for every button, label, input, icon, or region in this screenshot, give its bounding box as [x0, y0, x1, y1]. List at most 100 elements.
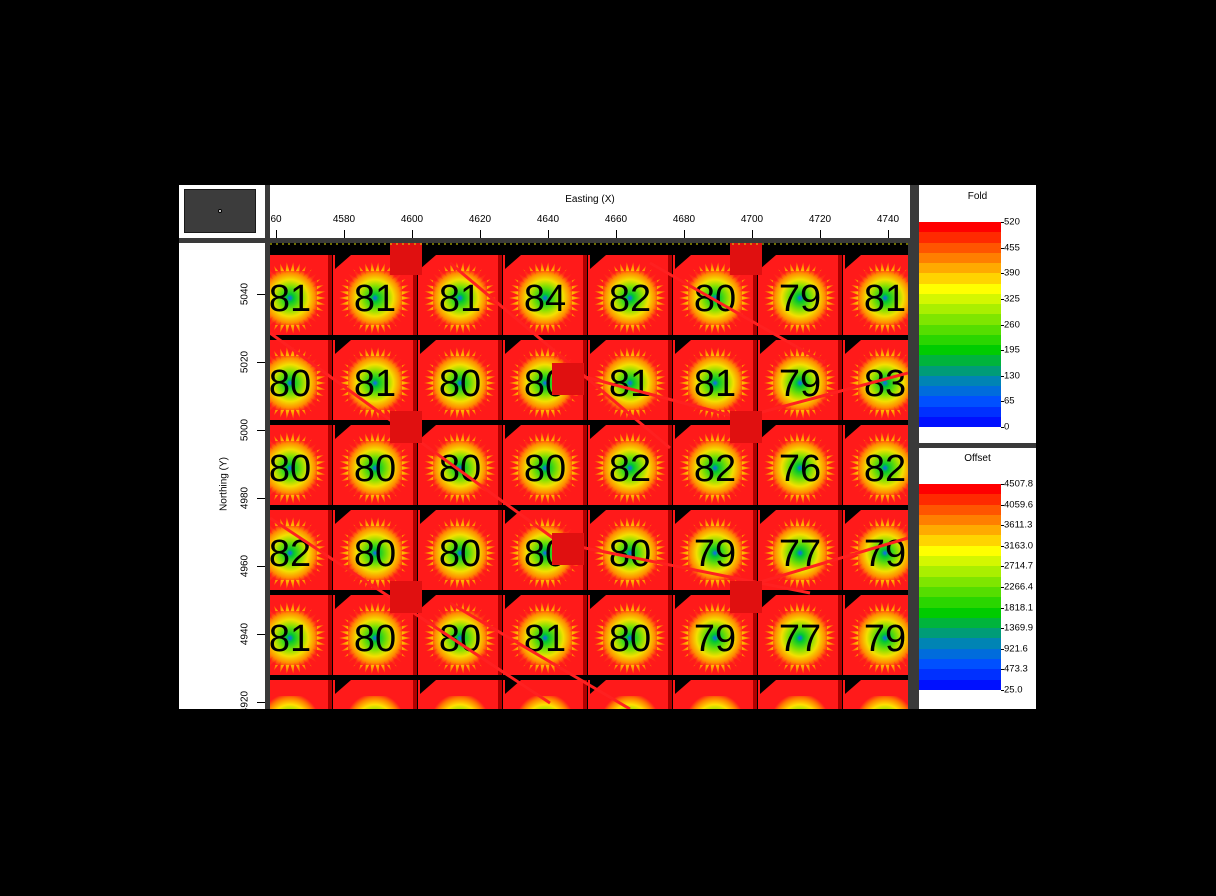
bin-shadow — [845, 510, 861, 524]
colorbar-segment — [919, 576, 1001, 587]
bin-fold-square — [433, 526, 487, 580]
legend-tick — [1001, 525, 1004, 527]
legend-value-label: 455 — [1004, 242, 1020, 254]
bin-fold-value: 81 — [270, 278, 311, 320]
fold-map-plot[interactable]: 81 81 81 84 82 80 79 81 80 81 80 80 81 81 79 83 80 80 80 80… — [270, 243, 908, 709]
bin-fold-square — [858, 611, 908, 665]
legend-tick — [1001, 375, 1004, 377]
easting-tick-label: 4740 — [876, 214, 900, 225]
easting-tick-mark — [820, 230, 821, 238]
overview-minimap[interactable] — [179, 185, 265, 238]
bin-fold-value: 82 — [270, 533, 311, 575]
bin-cell: 82 — [270, 517, 326, 589]
easting-tick-mark — [480, 230, 481, 238]
bin-cell: 80 — [339, 432, 411, 504]
colorbar-segment — [919, 375, 1001, 386]
offset-colorbar — [919, 484, 1001, 690]
colorbar-segment — [919, 638, 1001, 649]
bin-edge — [498, 680, 502, 709]
bin-edge — [668, 340, 672, 420]
bin-cell: 80 — [339, 517, 411, 589]
bin-edge — [753, 425, 757, 505]
bin-shadow — [590, 595, 606, 609]
northing-tick-mark — [257, 566, 265, 567]
legend-tick — [1001, 350, 1004, 352]
colorbar-segment — [919, 293, 1001, 304]
divider-vertical-left — [265, 185, 270, 709]
colorbar-segment — [919, 484, 1001, 495]
colorbar-segment — [919, 628, 1001, 639]
bin-fold-square-partial — [270, 696, 317, 709]
bin-fold-square-partial — [688, 696, 742, 709]
bin-cell: 80 — [424, 517, 496, 589]
northing-tick-label: 4980 — [239, 486, 251, 510]
colorbar-segment — [919, 679, 1001, 690]
colorbar-segment — [919, 242, 1001, 253]
divider-vertical-right — [908, 185, 919, 709]
bin-shadow — [845, 680, 861, 694]
easting-tick-mark — [344, 230, 345, 238]
northing-tick-label: 4940 — [239, 622, 251, 646]
bin-shadow — [335, 680, 351, 694]
bin-fold-value: 82 — [609, 448, 651, 490]
legend-value-label: 1818.1 — [1004, 602, 1034, 614]
fold-colorbar — [919, 222, 1001, 427]
colorbar-segment — [919, 494, 1001, 505]
bin-edge — [328, 680, 332, 709]
legend-value-label: 921.6 — [1004, 643, 1028, 655]
easting-tick-mark — [684, 230, 685, 238]
bin-fold-square — [773, 441, 827, 495]
receiver-marker — [390, 411, 422, 443]
colorbar-segment — [919, 514, 1001, 526]
northing-tick-mark — [257, 498, 265, 499]
bin-edge — [413, 595, 417, 675]
offset-legend: Offset 4507.8 4059.6 3611.3 3163.0 2714.7 226… — [919, 448, 1036, 709]
colorbar-segment — [919, 597, 1001, 608]
legend-tick — [1001, 669, 1004, 671]
legend-tick — [1001, 628, 1004, 630]
bin-fold-value: 79 — [779, 278, 821, 320]
northing-tick-label: 5040 — [239, 282, 251, 306]
legend-value-label: 325 — [1004, 293, 1020, 305]
bin-edge — [668, 510, 672, 590]
legend-tick — [1001, 484, 1004, 485]
bin-edge — [583, 425, 587, 505]
bin-cell: 79 — [679, 517, 751, 589]
colorbar-segment — [919, 263, 1001, 274]
bin-shadow — [335, 255, 351, 269]
source-line — [449, 261, 671, 450]
bin-shadow — [505, 595, 521, 609]
bin-fold-value: 80 — [354, 448, 396, 490]
bin-edge — [583, 255, 587, 335]
bin-fold-square — [433, 441, 487, 495]
easting-tick-label: 4580 — [332, 214, 356, 225]
easting-tick-label: 4700 — [740, 214, 764, 225]
minimap-frame[interactable] — [184, 189, 256, 233]
easting-tick-label: 4660 — [604, 214, 628, 225]
easting-tick-label: 4680 — [672, 214, 696, 225]
bin-grid-canvas[interactable]: 81 81 81 84 82 80 79 81 80 81 80 80 81 81 79 83 80 80 80 80… — [270, 243, 908, 709]
legend-value-label: 4507.8 — [1004, 478, 1034, 490]
bin-fold-value: 84 — [524, 278, 566, 320]
legend-tick — [1001, 545, 1004, 547]
bin-shadow — [335, 340, 351, 354]
colorbar-segment — [919, 345, 1001, 356]
bin-fold-square-partial — [518, 696, 572, 709]
bin-edge — [583, 340, 587, 420]
bin-cell: 84 — [509, 262, 581, 334]
source-line — [449, 601, 631, 709]
northing-tick-mark — [257, 294, 265, 295]
legend-tick — [1001, 401, 1004, 403]
colorbar-segment — [919, 648, 1001, 660]
bin-shadow — [675, 595, 691, 609]
colorbar-segment — [919, 416, 1001, 427]
bin-shadow — [845, 340, 861, 354]
legend-tick — [1001, 504, 1004, 506]
bin-shadow — [335, 425, 351, 439]
bin-edge — [583, 680, 587, 709]
bin-shadow — [505, 680, 521, 694]
bin-edge — [838, 595, 842, 675]
bin-shadow — [675, 510, 691, 524]
bin-fold-square — [603, 441, 657, 495]
source-line — [739, 371, 908, 420]
